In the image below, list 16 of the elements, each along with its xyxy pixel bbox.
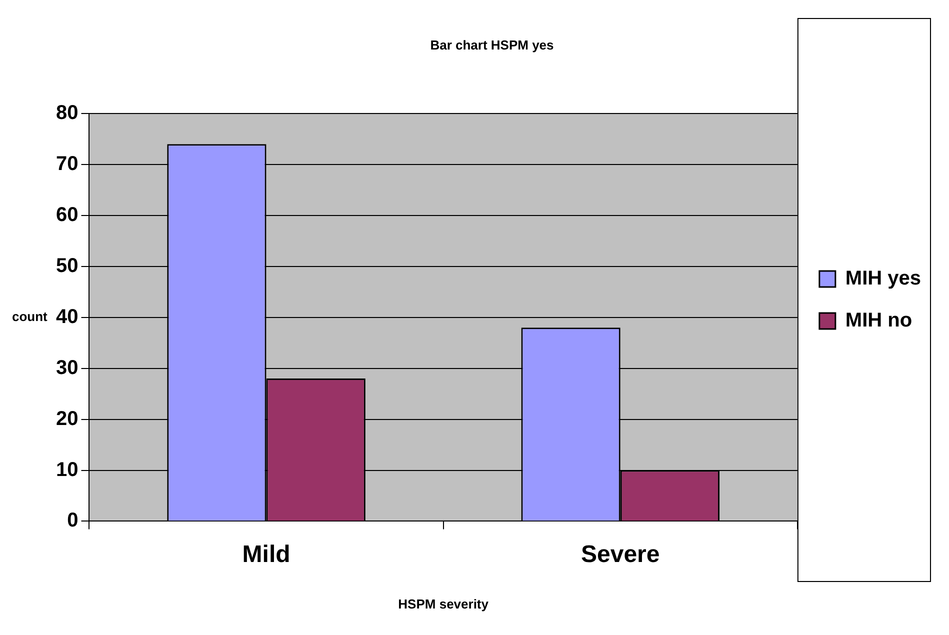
x-tick-label: Severe [580,541,660,568]
x-tick-label: Mild [242,541,290,568]
y-tick-label: 60 [56,204,78,226]
y-tick-label: 0 [67,510,78,532]
x-axis-title: HSPM severity [398,596,490,612]
legend-label: MIH no [845,310,912,332]
y-tick-label: 40 [56,306,78,328]
legend-label: MIH yes [845,268,922,290]
y-tick-label: 70 [56,153,78,176]
y-tick-label: 30 [56,356,78,379]
y-axis-title: count [12,308,48,324]
chart-title: Bar chart HSPM yes [430,37,554,52]
y-tick-label: 50 [56,254,78,277]
y-tick-label: 80 [56,102,78,124]
y-tick-label: 10 [56,458,78,481]
y-tick-label: 20 [56,408,78,430]
